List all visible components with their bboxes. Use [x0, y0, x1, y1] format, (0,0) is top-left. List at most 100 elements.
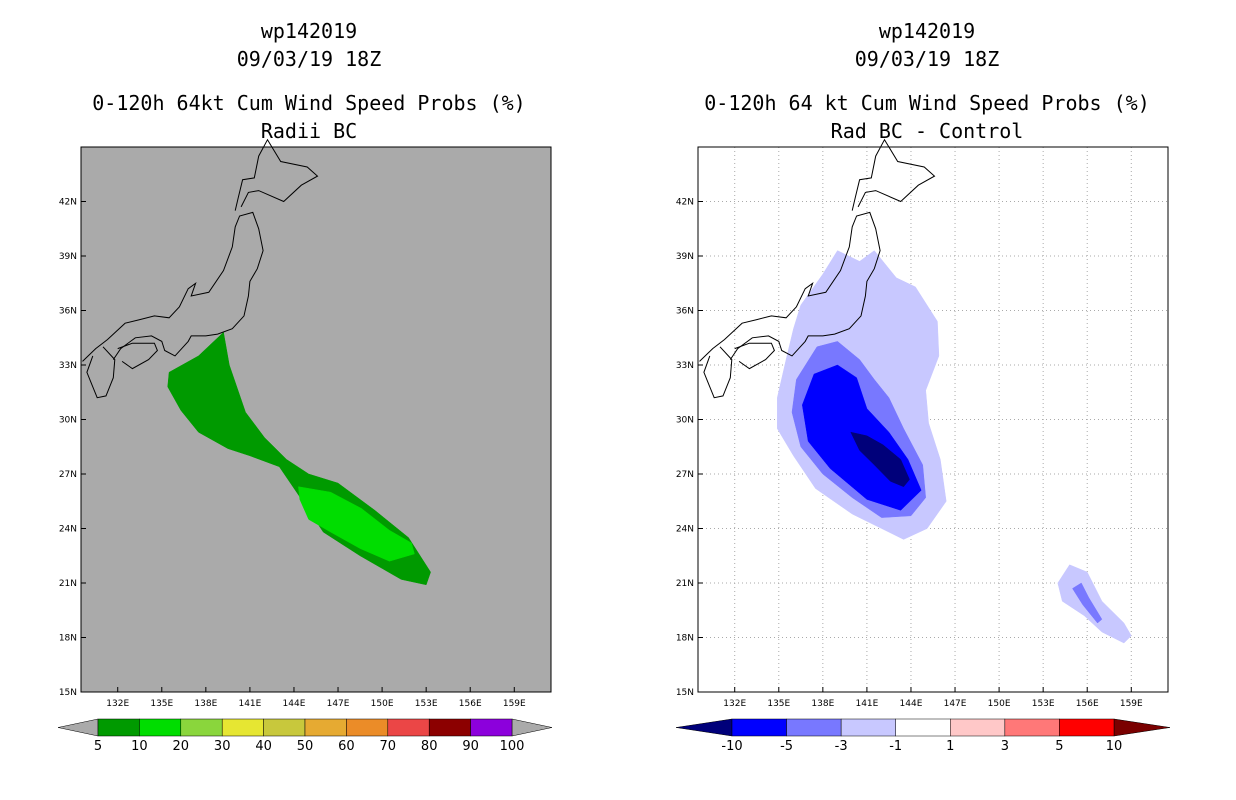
colorbar-left-swatch [346, 718, 389, 737]
coastline-segment [734, 342, 775, 370]
x-tick-label: 156E [459, 699, 482, 709]
colorbar-right-swatch [895, 718, 951, 737]
x-tick-label: 132E [723, 699, 746, 709]
colorbar-left-swatch [470, 718, 513, 737]
x-tick-label: 150E [371, 699, 394, 709]
colorbar-right-high-end [1113, 718, 1171, 737]
colorbar-left-swatch [97, 718, 140, 737]
colorbar-right-swatch [950, 718, 1006, 737]
contour-fill-1 [298, 486, 415, 562]
x-tick-label: 141E [855, 699, 878, 709]
colorbar-left-label: 80 [421, 739, 438, 754]
y-tick-label: 15N [676, 688, 694, 698]
y-tick-label: 33N [676, 361, 694, 371]
y-tick-label: 39N [59, 252, 77, 262]
left-title-product: 0-120h 64kt Cum Wind Speed Probs (%) [92, 91, 525, 115]
colorbar-left-label: 10 [131, 739, 148, 754]
colorbar-left-label: 40 [255, 739, 272, 754]
x-tick-label: 147E [327, 699, 350, 709]
y-tick-label: 27N [59, 470, 77, 480]
x-tick-label: 138E [811, 699, 834, 709]
right-title-subtitle: Rad BC - Control [831, 119, 1024, 143]
colorbar-left-swatch [180, 718, 223, 737]
colorbar-left-label: 20 [173, 739, 190, 754]
y-tick-label: 33N [59, 361, 77, 371]
y-tick-label: 36N [676, 307, 694, 317]
right-coastline [699, 138, 936, 399]
colorbar-right-swatch [731, 718, 787, 737]
colorbar-right-swatch [1059, 718, 1115, 737]
colorbar-left-label: 30 [214, 739, 231, 754]
colorbar-left-swatch [304, 718, 347, 737]
right-title-storm: wp142019 [879, 19, 975, 43]
x-tick-label: 135E [767, 699, 790, 709]
y-tick-label: 18N [59, 634, 77, 644]
x-tick-label: 153E [1032, 699, 1055, 709]
x-tick-label: 156E [1076, 699, 1099, 709]
colorbar-left-label: 50 [297, 739, 314, 754]
x-tick-label: 159E [503, 699, 526, 709]
left-plot-area [80, 146, 552, 693]
y-tick-label: 30N [59, 416, 77, 426]
colorbar-right-swatch [840, 718, 896, 737]
colorbar-left-label: 60 [338, 739, 355, 754]
colorbar-right-label: 3 [1001, 739, 1009, 754]
colorbar-right-label: 10 [1106, 739, 1123, 754]
colorbar-right-label: -10 [721, 739, 742, 754]
x-tick-label: 144E [900, 699, 923, 709]
contour-fill-3 [850, 431, 910, 487]
colorbar-right-label: -3 [835, 739, 848, 754]
y-tick-label: 21N [676, 579, 694, 589]
colorbar-left-low-end [57, 718, 99, 737]
x-tick-label: 135E [150, 699, 173, 709]
x-tick-label: 159E [1120, 699, 1143, 709]
left-panel: wp142019 09/03/19 18Z 0-120h 64kt Cum Wi… [57, 19, 553, 754]
left-title-date: 09/03/19 18Z [237, 47, 382, 71]
colorbar-left-swatch [387, 718, 430, 737]
colorbar-right-label: -1 [889, 739, 902, 754]
y-tick-label: 36N [59, 307, 77, 317]
y-tick-label: 42N [59, 198, 77, 208]
colorbar-left-high-end [511, 718, 553, 737]
colorbar-right-swatch [786, 718, 842, 737]
colorbar-left-label: 90 [462, 739, 479, 754]
colorbar-right-label: -5 [780, 739, 793, 754]
right-title-product: 0-120h 64 kt Cum Wind Speed Probs (%) [704, 91, 1150, 115]
coastline-segment [851, 138, 936, 211]
x-tick-label: 132E [106, 699, 129, 709]
colorbar-left-label: 5 [94, 739, 102, 754]
coastline-segment [86, 346, 116, 399]
colorbar-left-swatch [139, 718, 182, 737]
colorbar-left-swatch [428, 718, 471, 737]
y-tick-label: 27N [676, 470, 694, 480]
y-tick-label: 24N [676, 525, 694, 535]
y-tick-label: 30N [676, 416, 694, 426]
x-tick-label: 150E [988, 699, 1011, 709]
colorbar-left-swatch [221, 718, 264, 737]
colorbar-right-label: 5 [1055, 739, 1063, 754]
colorbar-right-label: 1 [946, 739, 954, 754]
right-panel: wp142019 09/03/19 18Z 0-120h 64 kt Cum W… [675, 19, 1171, 754]
contour-fill-5 [1072, 582, 1103, 624]
left-coastline [82, 138, 319, 399]
coastline-segment [699, 211, 881, 362]
x-tick-label: 153E [415, 699, 438, 709]
y-tick-label: 42N [676, 198, 694, 208]
y-tick-label: 21N [59, 579, 77, 589]
coastline-segment [703, 346, 733, 399]
left-title-subtitle: Radii BC [261, 119, 357, 143]
y-tick-label: 24N [59, 525, 77, 535]
y-tick-label: 39N [676, 252, 694, 262]
colorbar-right-low-end [675, 718, 733, 737]
y-tick-label: 18N [676, 634, 694, 644]
coastline-segment [234, 138, 319, 211]
coastline-segment [82, 211, 264, 362]
y-tick-label: 15N [59, 688, 77, 698]
x-tick-label: 147E [944, 699, 967, 709]
colorbar-right-swatch [1004, 718, 1060, 737]
colorbar-left-swatch [263, 718, 306, 737]
x-tick-label: 138E [194, 699, 217, 709]
colorbar-left-label: 100 [500, 739, 525, 754]
colorbar-left-label: 70 [380, 739, 397, 754]
